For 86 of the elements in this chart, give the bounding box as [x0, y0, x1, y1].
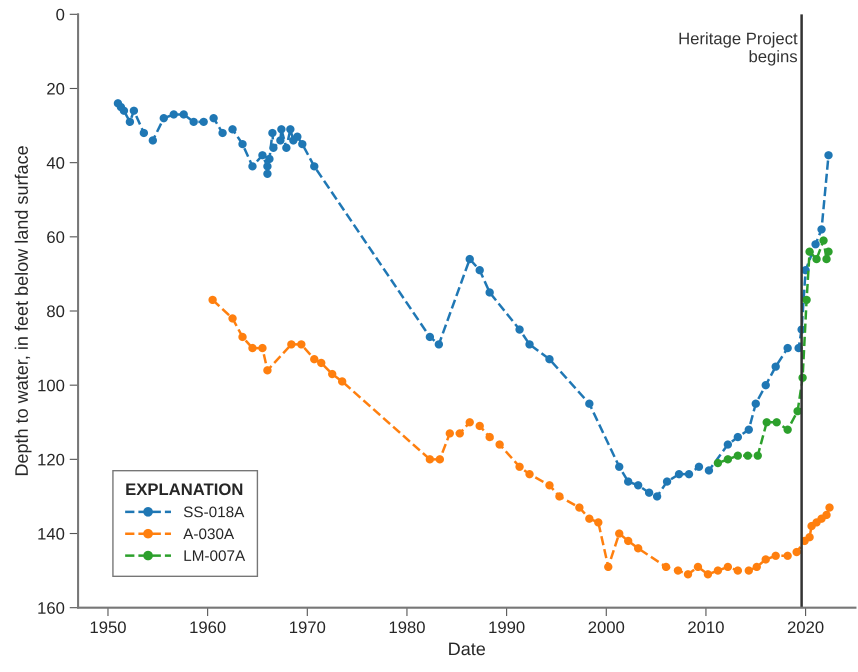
point: [744, 566, 753, 575]
point: [486, 432, 494, 442]
y-axis-title: Depth to water, in feet below land surface: [14, 146, 32, 476]
point: [436, 455, 444, 464]
point: [762, 555, 770, 564]
x-tick-label: 1990: [489, 621, 525, 634]
point: [297, 340, 306, 349]
point: [328, 370, 336, 378]
point: [258, 344, 267, 352]
point: [615, 529, 624, 538]
y-tick-label: 20: [47, 82, 64, 95]
point: [545, 481, 554, 490]
point: [802, 296, 811, 304]
y-tick-label: 140: [38, 528, 64, 540]
point: [772, 418, 781, 426]
y-tick-label: 80: [47, 305, 64, 318]
x-tick-label: 2020: [788, 621, 824, 634]
x-axis-title: Date: [449, 642, 486, 656]
point: [310, 355, 318, 364]
point: [525, 470, 534, 478]
point: [466, 418, 474, 426]
point: [714, 458, 722, 468]
point: [317, 358, 326, 368]
point: [762, 418, 771, 426]
point: [515, 462, 524, 471]
y-tick-label: 40: [46, 157, 64, 169]
x-tick-label: 2010: [688, 621, 724, 634]
point: [724, 455, 732, 464]
point: [248, 344, 257, 352]
point: [228, 314, 237, 323]
point: [476, 422, 484, 430]
point: [338, 377, 346, 386]
ref-line-label: Heritage Project begins: [680, 32, 798, 66]
point: [555, 492, 564, 501]
point: [694, 562, 702, 572]
point: [714, 566, 722, 575]
point: [734, 451, 742, 460]
point: [208, 296, 217, 304]
point: [674, 566, 682, 575]
point: [724, 562, 732, 572]
y-tick-label: 60: [47, 231, 64, 244]
point: [238, 332, 247, 342]
point: [446, 429, 454, 438]
y-tick-label: 120: [38, 454, 64, 466]
point: [792, 548, 801, 556]
point: [783, 552, 792, 560]
x-tick-label: 1950: [90, 621, 126, 634]
point: [684, 570, 692, 578]
point: [604, 562, 612, 572]
point: [426, 455, 434, 464]
point: [812, 254, 821, 264]
y-tick-label: 100: [38, 380, 64, 392]
point: [825, 503, 834, 512]
point: [594, 518, 602, 527]
x-tick-label: 2000: [588, 621, 624, 634]
point: [287, 340, 296, 349]
point: [634, 544, 642, 553]
legend-title: EXPLANATION: [126, 483, 242, 496]
point: [575, 503, 584, 512]
point: [752, 562, 761, 572]
legend-label: SS-018A: [184, 506, 244, 518]
point: [495, 440, 504, 449]
point: [624, 536, 632, 546]
point: [822, 254, 831, 264]
point: [805, 247, 814, 256]
point: [805, 533, 814, 542]
x-tick-label: 1980: [390, 621, 425, 634]
point: [824, 247, 833, 256]
point: [819, 236, 828, 245]
legend-label: A-030A: [183, 528, 234, 540]
point: [734, 566, 742, 575]
point: [704, 570, 712, 578]
point: [772, 552, 780, 560]
point: [783, 426, 792, 434]
y-tick-label: 160: [38, 602, 64, 614]
point: [662, 562, 670, 572]
point: [263, 366, 272, 375]
point: [585, 514, 594, 523]
y-tick-label: 0: [56, 8, 64, 21]
legend-label: LM-007A: [184, 550, 246, 562]
point: [744, 451, 752, 460]
point: [822, 510, 831, 520]
x-tick-label: 1970: [290, 621, 326, 634]
point: [456, 429, 464, 438]
point: [754, 451, 762, 460]
x-tick-label: 1960: [190, 621, 226, 634]
